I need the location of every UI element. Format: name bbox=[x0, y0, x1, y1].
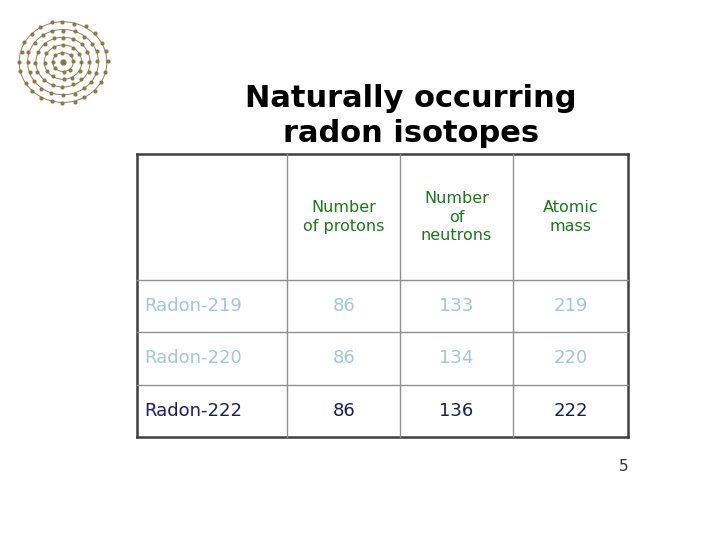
Text: 133: 133 bbox=[439, 297, 474, 315]
Text: 222: 222 bbox=[554, 402, 588, 420]
Bar bbox=[287, 384, 400, 437]
Text: 136: 136 bbox=[439, 402, 474, 420]
Text: 134: 134 bbox=[439, 349, 474, 368]
Bar bbox=[400, 154, 513, 280]
Bar bbox=[138, 384, 287, 437]
Text: Number
of
neutrons: Number of neutrons bbox=[421, 191, 492, 243]
Text: Number
of protons: Number of protons bbox=[303, 200, 384, 234]
Bar bbox=[400, 332, 513, 384]
Bar bbox=[138, 280, 287, 332]
Bar bbox=[513, 154, 629, 280]
Text: 86: 86 bbox=[333, 297, 355, 315]
Bar bbox=[513, 384, 629, 437]
Text: 220: 220 bbox=[554, 349, 588, 368]
Text: Radon-222: Radon-222 bbox=[144, 402, 242, 420]
Bar bbox=[287, 332, 400, 384]
Bar bbox=[138, 332, 287, 384]
Bar bbox=[287, 280, 400, 332]
Text: Radon-219: Radon-219 bbox=[144, 297, 242, 315]
Text: 86: 86 bbox=[333, 349, 355, 368]
Text: 5: 5 bbox=[619, 460, 629, 474]
Text: Naturally occurring
radon isotopes: Naturally occurring radon isotopes bbox=[245, 84, 577, 148]
Bar bbox=[513, 332, 629, 384]
Bar bbox=[400, 280, 513, 332]
Bar bbox=[513, 280, 629, 332]
Bar bbox=[287, 154, 400, 280]
Text: Atomic
mass: Atomic mass bbox=[543, 200, 598, 234]
Bar bbox=[138, 154, 287, 280]
Text: 86: 86 bbox=[333, 402, 355, 420]
Bar bbox=[400, 384, 513, 437]
Text: Radon-220: Radon-220 bbox=[144, 349, 242, 368]
Text: 219: 219 bbox=[554, 297, 588, 315]
